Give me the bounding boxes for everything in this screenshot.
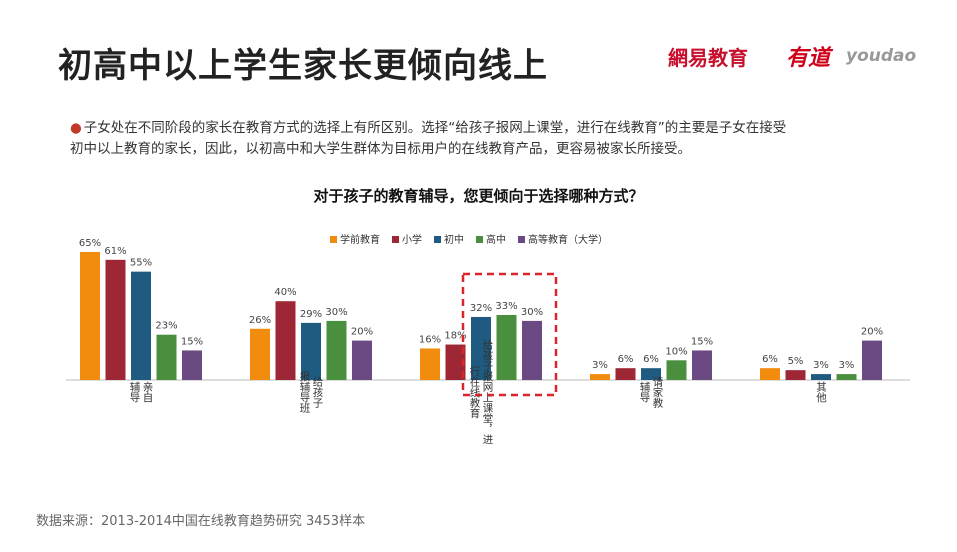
- data-label-2-1: 18%: [444, 331, 466, 342]
- data-label-1-0: 26%: [249, 315, 271, 326]
- category-label-0-0: 亲自: [142, 381, 154, 404]
- bar-2-4: [522, 320, 542, 380]
- category-label-1-0: 给孩子: [312, 375, 324, 407]
- legend-label-2: 初中: [444, 233, 464, 246]
- bar-3-1: [615, 368, 636, 380]
- data-label-1-3: 30%: [325, 307, 347, 318]
- bar-4-2: [811, 374, 831, 380]
- bullet-icon: ●: [70, 120, 82, 136]
- data-label-0-3: 23%: [155, 321, 177, 332]
- legend-swatch-3: [476, 236, 483, 243]
- bar-3-4: [692, 350, 712, 380]
- bar-0-2: [131, 271, 151, 380]
- data-label-0-2: 55%: [130, 258, 152, 269]
- bar-0-1: [105, 259, 126, 380]
- bar-4-1: [785, 370, 806, 380]
- data-label-4-1: 5%: [788, 356, 804, 367]
- category-label-1-1: 报辅导班: [299, 370, 311, 414]
- data-label-0-4: 15%: [181, 336, 203, 347]
- data-label-1-4: 20%: [351, 327, 373, 338]
- legend-swatch-4: [518, 236, 525, 243]
- bar-1-4: [352, 340, 372, 380]
- bar-1-1: [275, 301, 296, 380]
- data-label-1-1: 40%: [274, 287, 296, 298]
- data-label-2-4: 30%: [521, 307, 543, 318]
- description: ● 子女处在不同阶段的家长在教育方式的选择上有所区别。选择“给孩子报网上课堂，进行…: [70, 118, 900, 160]
- bar-2-0: [420, 348, 440, 380]
- bar-4-3: [836, 374, 857, 380]
- data-label-4-2: 3%: [813, 360, 829, 371]
- data-label-2-3: 33%: [495, 301, 517, 312]
- data-label-2-2: 32%: [470, 303, 492, 314]
- legend-label-0: 学前教育: [340, 233, 380, 246]
- data-source: 数据来源：2013-2014中国在线教育趋势研究 3453样本: [36, 514, 366, 529]
- category-label-3-1: 辅导: [639, 381, 651, 403]
- youdao-logo-cn: 有道: [786, 45, 831, 71]
- category-label-3-0: 请家教: [652, 375, 664, 408]
- data-label-3-1: 6%: [618, 354, 634, 365]
- legend-swatch-0: [330, 236, 337, 243]
- bar-3-3: [666, 360, 687, 380]
- legend-label-1: 小学: [402, 233, 422, 246]
- data-label-4-3: 3%: [839, 360, 855, 371]
- bar-3-2: [641, 368, 661, 380]
- netease-education-logo: 網易教育: [668, 46, 748, 70]
- bar-2-2: [471, 316, 491, 380]
- logo-area: 網易教育 有道 youdao: [668, 40, 928, 76]
- youdao-logo-en: youdao: [846, 46, 917, 66]
- data-label-3-4: 15%: [691, 336, 713, 347]
- data-label-3-0: 3%: [592, 360, 608, 371]
- bar-1-0: [250, 328, 270, 380]
- category-label-2-0: 给孩子报网上课堂，进: [482, 339, 494, 445]
- page-title: 初高中以上学生家长更倾向线上: [58, 46, 548, 86]
- data-label-3-3: 10%: [665, 346, 687, 357]
- data-label-0-1: 61%: [104, 246, 126, 257]
- bar-2-3: [496, 314, 517, 380]
- bar-3-0: [590, 374, 610, 380]
- legend-swatch-1: [392, 236, 399, 243]
- legend-swatch-2: [434, 236, 441, 243]
- description-line-2: 初中以上教育的家长，因此，以初高中和大学生群体为目标用户的在线教育产品，更容易被…: [70, 141, 691, 157]
- legend-label-4: 高等教育（大学）: [528, 233, 608, 246]
- bar-2-1: [445, 344, 466, 380]
- bar-4-0: [760, 368, 780, 380]
- category-label-2-1: 行在线教育: [469, 365, 481, 419]
- data-label-0-0: 65%: [79, 238, 101, 249]
- category-label-4-0: 其他: [815, 382, 827, 404]
- data-label-2-0: 16%: [419, 334, 441, 345]
- data-label-3-2: 6%: [643, 354, 659, 365]
- data-label-1-2: 29%: [300, 309, 322, 320]
- bar-4-4: [862, 340, 882, 380]
- chart-title: 对于孩子的教育辅导，您更倾向于选择哪种方式？: [313, 187, 644, 205]
- bar-1-3: [326, 320, 347, 380]
- description-line-1: 子女处在不同阶段的家长在教育方式的选择上有所区别。选择“给孩子报网上课堂，进行在…: [83, 120, 787, 136]
- legend-label-3: 高中: [486, 233, 506, 246]
- category-label-0-1: 辅导: [129, 381, 141, 403]
- data-label-4-4: 20%: [861, 327, 883, 338]
- bar-0-4: [182, 350, 202, 380]
- bar-1-2: [301, 322, 321, 380]
- bar-0-3: [156, 334, 177, 380]
- data-label-4-0: 6%: [762, 354, 778, 365]
- bar-0-0: [80, 251, 100, 380]
